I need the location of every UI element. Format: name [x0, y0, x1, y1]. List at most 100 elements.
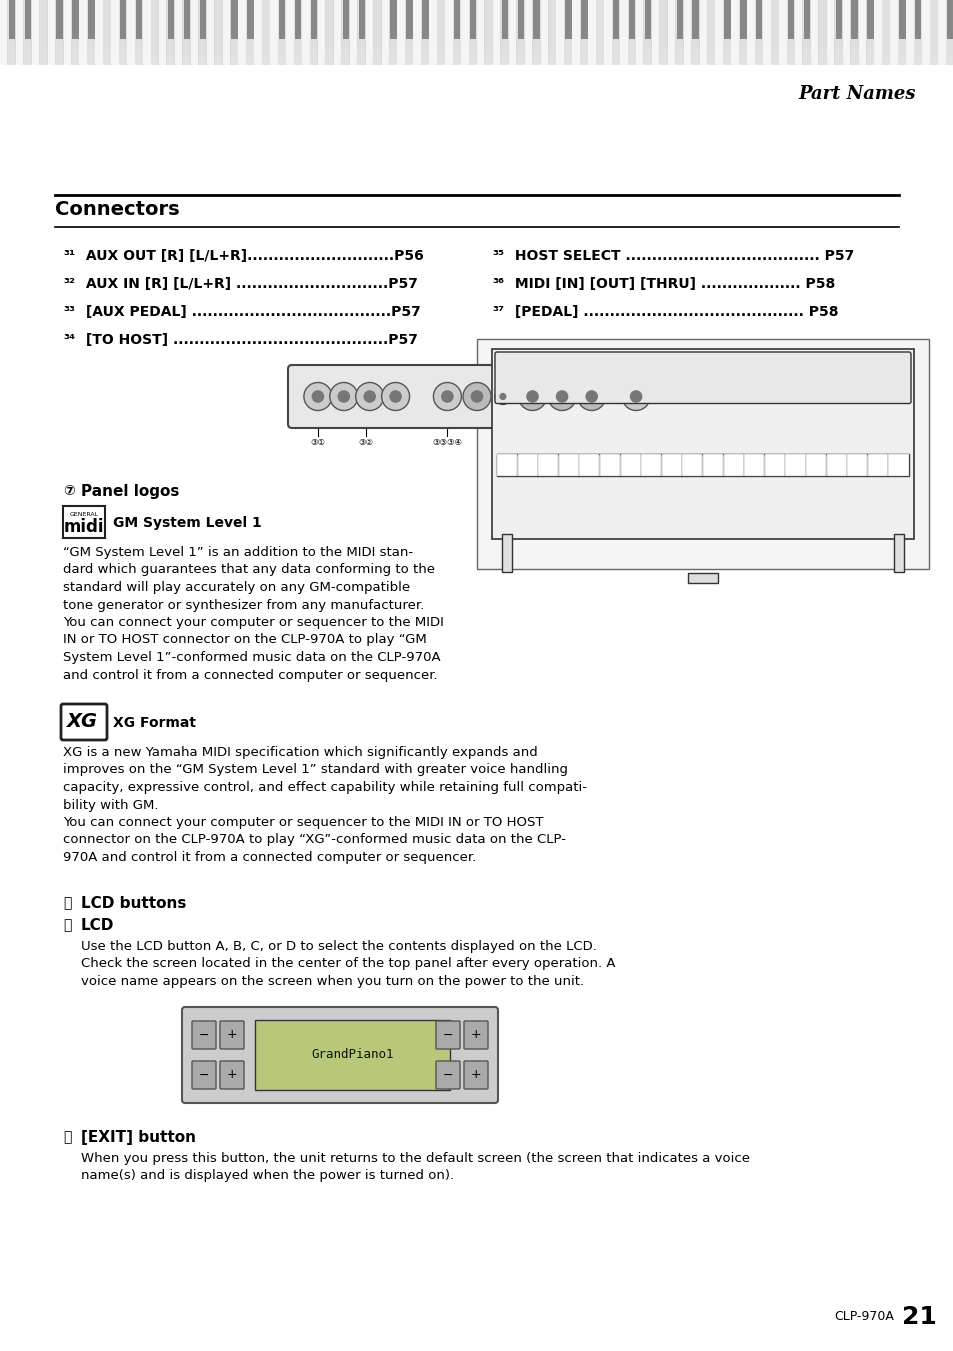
Bar: [167, 0, 174, 65]
Bar: [691, 0, 699, 65]
Text: CLP-970A: CLP-970A: [833, 1310, 893, 1323]
Bar: [612, 0, 618, 39]
Circle shape: [578, 382, 605, 411]
Bar: [786, 0, 794, 65]
Bar: [112, 0, 118, 65]
Bar: [454, 0, 460, 39]
Bar: [405, 0, 413, 65]
Bar: [517, 0, 523, 39]
Bar: [802, 0, 809, 39]
Bar: [762, 0, 770, 65]
Text: HOST SELECT ..................................... P57: HOST SELECT ............................…: [510, 249, 853, 263]
Text: −: −: [198, 1028, 209, 1042]
Bar: [254, 1020, 450, 1090]
Bar: [492, 349, 913, 539]
Bar: [784, 454, 804, 477]
Bar: [302, 0, 309, 65]
Bar: [294, 0, 301, 39]
Text: ③③③④: ③③③④: [432, 438, 462, 447]
Bar: [889, 0, 897, 65]
Bar: [286, 0, 294, 65]
Bar: [540, 0, 547, 65]
Bar: [270, 0, 277, 65]
Bar: [588, 0, 595, 65]
Bar: [429, 0, 436, 65]
Text: AUX OUT [R] [L/L+R]............................P56: AUX OUT [R] [L/L+R].....................…: [81, 249, 423, 263]
Circle shape: [304, 382, 332, 411]
Bar: [0, 0, 953, 65]
Bar: [246, 0, 253, 65]
Bar: [40, 0, 47, 65]
Text: ⑦: ⑦: [63, 484, 74, 499]
Bar: [834, 0, 841, 65]
Bar: [887, 454, 907, 477]
Bar: [659, 0, 666, 65]
Bar: [578, 454, 598, 477]
Bar: [874, 0, 881, 65]
Text: −: −: [442, 1028, 453, 1042]
Text: ③①: ③①: [310, 438, 325, 447]
Bar: [262, 0, 270, 65]
Bar: [681, 454, 701, 477]
Circle shape: [337, 390, 350, 403]
Bar: [723, 0, 730, 39]
Bar: [469, 0, 476, 65]
Bar: [79, 0, 87, 65]
Bar: [406, 0, 412, 39]
Bar: [787, 0, 793, 39]
Text: When you press this button, the unit returns to the default screen (the screen t: When you press this button, the unit ret…: [81, 1152, 749, 1182]
Bar: [746, 0, 754, 65]
Bar: [846, 454, 866, 477]
FancyBboxPatch shape: [463, 1021, 488, 1048]
Bar: [945, 0, 952, 65]
Circle shape: [433, 382, 461, 411]
Text: Use the LCD button A, B, C, or D to select the contents displayed on the LCD.
Ch: Use the LCD button A, B, C, or D to sele…: [81, 940, 615, 988]
Text: XG: XG: [67, 712, 98, 731]
Bar: [556, 0, 563, 65]
Bar: [88, 0, 94, 39]
Text: ³¹: ³¹: [63, 249, 75, 263]
Bar: [882, 0, 889, 65]
Bar: [413, 0, 420, 65]
Bar: [445, 0, 452, 65]
Text: ³⁷: ³⁷: [492, 305, 503, 319]
Bar: [95, 0, 103, 65]
Bar: [381, 0, 389, 65]
Bar: [905, 0, 913, 65]
Bar: [707, 0, 714, 65]
Bar: [945, 0, 952, 39]
FancyBboxPatch shape: [220, 1061, 244, 1089]
Bar: [119, 0, 127, 65]
Text: MIDI [IN] [OUT] [THRU] ................... P58: MIDI [IN] [OUT] [THRU] .................…: [510, 277, 835, 290]
Text: ³³: ³³: [63, 305, 75, 319]
Bar: [818, 0, 825, 65]
Bar: [794, 0, 801, 65]
Circle shape: [330, 382, 357, 411]
Bar: [247, 0, 253, 39]
Bar: [524, 0, 532, 65]
Text: ③⑦: ③⑦: [624, 438, 639, 447]
Text: −: −: [198, 1069, 209, 1082]
Bar: [739, 0, 746, 65]
Bar: [612, 0, 618, 65]
Bar: [183, 0, 190, 65]
Bar: [238, 0, 246, 65]
Circle shape: [495, 389, 511, 404]
Bar: [699, 0, 706, 65]
Bar: [168, 0, 173, 39]
Bar: [64, 0, 71, 65]
FancyBboxPatch shape: [436, 1021, 459, 1048]
Bar: [627, 0, 635, 65]
Bar: [0, 0, 8, 65]
Text: midi: midi: [64, 517, 104, 536]
Bar: [661, 454, 681, 477]
Text: [PEDAL] .......................................... P58: [PEDAL] ................................…: [510, 305, 838, 319]
Bar: [743, 454, 763, 477]
Circle shape: [355, 382, 383, 411]
Bar: [350, 0, 356, 65]
Bar: [841, 0, 849, 65]
Bar: [564, 0, 571, 65]
Bar: [867, 454, 887, 477]
Bar: [770, 0, 778, 65]
Bar: [151, 0, 158, 65]
